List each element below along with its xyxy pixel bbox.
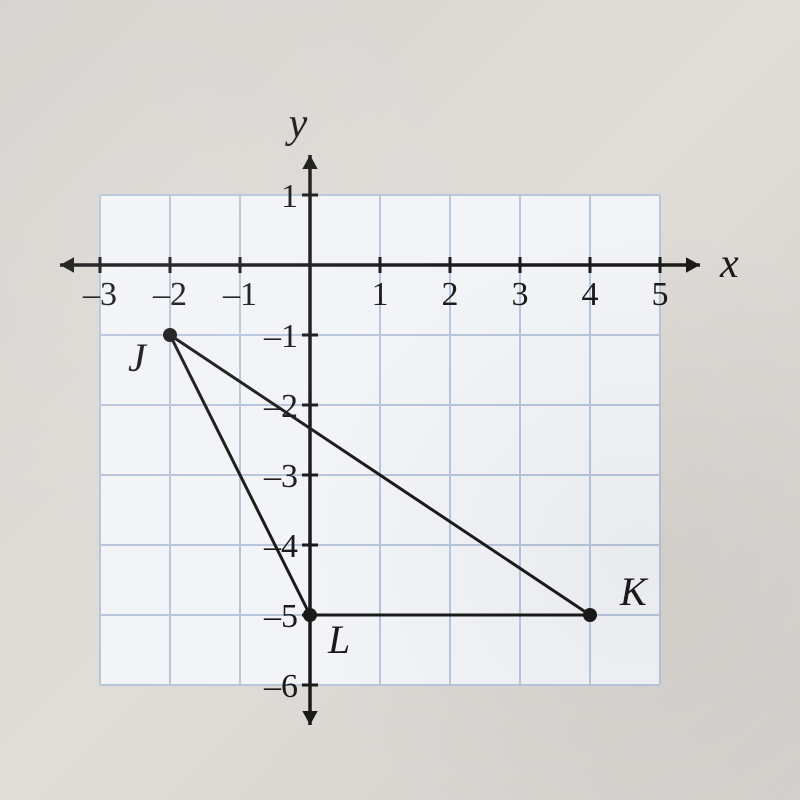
vertex-point-k bbox=[583, 608, 597, 622]
x-tick-label: 1 bbox=[372, 276, 389, 313]
vertex-label-j: J bbox=[128, 335, 148, 380]
y-tick-label: –2 bbox=[263, 388, 298, 425]
x-tick-label: 5 bbox=[652, 276, 669, 313]
y-tick-label: 1 bbox=[281, 178, 298, 215]
x-axis-arrow-left bbox=[60, 257, 74, 272]
x-tick-label: 2 bbox=[442, 276, 459, 313]
x-axis-arrow-right bbox=[686, 257, 700, 272]
figure-container: xy–3–2–112345–6–5–4–3–2–11JKL bbox=[0, 0, 800, 800]
y-axis-label: y bbox=[285, 101, 308, 147]
y-tick-label: –6 bbox=[263, 668, 298, 705]
vertex-point-j bbox=[163, 328, 177, 342]
x-tick-label: –1 bbox=[222, 276, 257, 313]
x-tick-label: 3 bbox=[512, 276, 529, 313]
vertex-label-k: K bbox=[619, 569, 649, 614]
vertex-point-l bbox=[303, 608, 317, 622]
x-tick-label: 4 bbox=[582, 276, 599, 313]
y-axis-arrow-down bbox=[302, 711, 317, 725]
coordinate-grid-chart: xy–3–2–112345–6–5–4–3–2–11JKL bbox=[0, 0, 800, 800]
y-tick-label: –1 bbox=[263, 318, 298, 355]
y-axis-arrow-up bbox=[302, 155, 317, 169]
x-axis-label: x bbox=[719, 241, 739, 287]
x-tick-label: –3 bbox=[82, 276, 117, 313]
y-tick-label: –3 bbox=[263, 458, 298, 495]
y-tick-label: –5 bbox=[263, 598, 298, 635]
vertex-label-l: L bbox=[327, 617, 350, 662]
x-tick-label: –2 bbox=[152, 276, 187, 313]
